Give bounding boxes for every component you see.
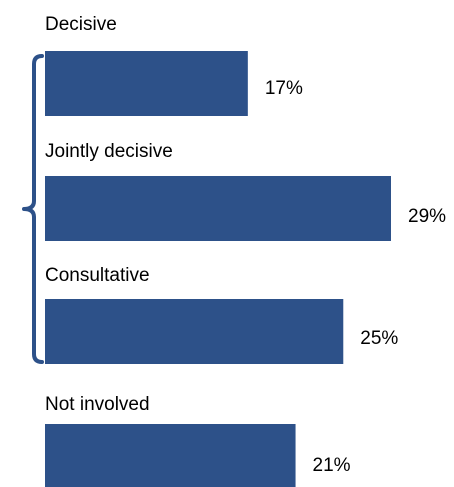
bar-decisive: [45, 51, 248, 116]
value-label-consultative: 25%: [360, 328, 398, 349]
bar-consultative: [45, 299, 344, 364]
value-label-jointly-decisive: 29%: [408, 206, 446, 227]
labels-group: Decisive 17% Jointly decisive 29% Consultati…: [45, 14, 446, 476]
category-label-decisive: Decisive: [45, 14, 117, 35]
category-label-not-involved: Not involved: [45, 394, 150, 415]
bar-not-involved: [45, 424, 296, 487]
value-label-decisive: 17%: [265, 78, 303, 99]
value-label-not-involved: 21%: [313, 455, 351, 476]
bars-group: [45, 51, 391, 487]
bar-jointly-decisive: [45, 176, 391, 241]
category-label-consultative: Consultative: [45, 265, 150, 286]
category-label-jointly-decisive: Jointly decisive: [45, 141, 173, 162]
bracket-path: [22, 54, 44, 364]
involvement-bracket: [22, 54, 44, 364]
